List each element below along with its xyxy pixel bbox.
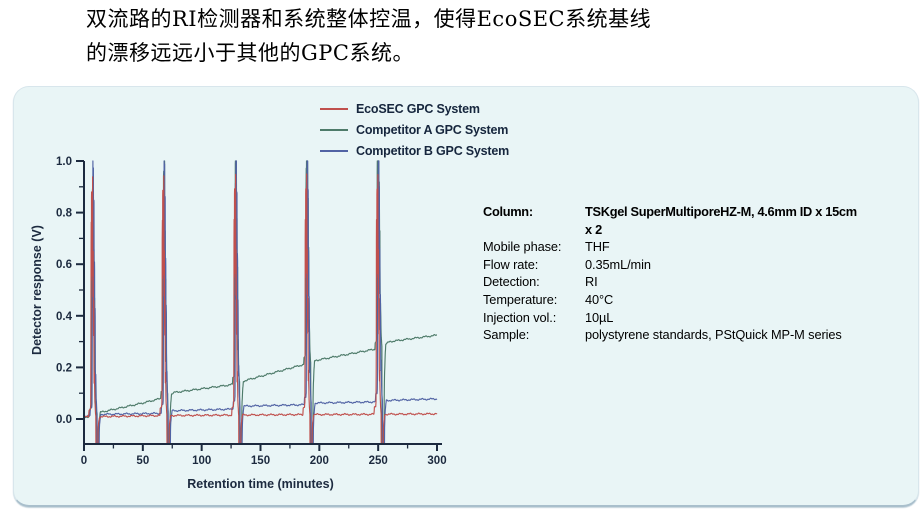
condition-label: Sample: bbox=[483, 327, 530, 343]
legend-line-swatch bbox=[320, 149, 348, 152]
condition-label: Column: bbox=[483, 204, 533, 219]
tick-label: 50 bbox=[136, 455, 149, 467]
condition-row: Column: TSKgel SuperMultiporeHZ-M, 4.6mm … bbox=[483, 203, 911, 238]
tick-label: 250 bbox=[369, 455, 388, 467]
chromatogram-plot: 0.0 0.2 0.4 0.6 0.8 1.0 0 50 100 150 200 250 300 Rete… bbox=[30, 156, 447, 491]
figure-panel: 0.0 0.2 0.4 0.6 0.8 1.0 0 50 100 150 200 250 300 Rete… bbox=[13, 86, 919, 507]
condition-row: Detection: RI bbox=[483, 273, 911, 291]
intro-line-1: 双流路的RI检测器和系统整体控温，使得EcoSEC系统基线 bbox=[86, 7, 652, 31]
condition-value: TSKgel SuperMultiporeHZ-M, 4.6mm ID x 15… bbox=[585, 204, 857, 237]
condition-value: THF bbox=[585, 239, 610, 255]
condition-label: Detection: bbox=[483, 274, 540, 290]
tick-label: 1.0 bbox=[56, 156, 72, 168]
series-trace bbox=[83, 160, 438, 445]
tick-label: 300 bbox=[427, 455, 446, 467]
condition-label: Temperature: bbox=[483, 291, 558, 307]
legend-label: Competitor B GPC System bbox=[356, 143, 510, 158]
condition-value: 40°C bbox=[585, 291, 614, 307]
x-axis-label: Retention time (minutes) bbox=[187, 477, 334, 491]
tick-label: 0.8 bbox=[56, 208, 73, 220]
y-axis-label: Detector response (V) bbox=[30, 225, 44, 355]
legend-line-swatch bbox=[320, 107, 348, 110]
tick-label: 0.6 bbox=[56, 259, 72, 271]
legend-item-ecosec: EcoSEC GPC System bbox=[320, 98, 509, 119]
chart-legend: EcoSEC GPC System Competitor A GPC Syste… bbox=[320, 98, 509, 161]
intro-text: 双流路的RI检测器和系统整体控温，使得EcoSEC系统基线 的漂移远远小于其他的… bbox=[86, 2, 651, 70]
condition-row: Sample: polystyrene standards, PStQuick M… bbox=[483, 326, 911, 344]
condition-label: Injection vol.: bbox=[483, 309, 557, 325]
tick-label: 150 bbox=[251, 455, 270, 467]
tick-label: 0 bbox=[81, 455, 87, 467]
conditions-table: Column: TSKgel SuperMultiporeHZ-M, 4.6mm … bbox=[483, 203, 911, 344]
condition-row: Mobile phase: THF bbox=[483, 238, 911, 256]
condition-label: Mobile phase: bbox=[483, 239, 562, 255]
tick-label: 0.4 bbox=[56, 311, 73, 323]
series-trace bbox=[83, 173, 438, 445]
tick-label: 0.2 bbox=[56, 362, 72, 374]
legend-label: EcoSEC GPC System bbox=[356, 101, 480, 116]
condition-value: polystyrene standards, PStQuick MP-M ser… bbox=[585, 327, 842, 343]
condition-row: Injection vol.: 10µL bbox=[483, 309, 911, 327]
legend-line-swatch bbox=[320, 128, 348, 131]
tick-label: 0.0 bbox=[56, 414, 72, 426]
legend-item-competitor-b: Competitor B GPC System bbox=[320, 140, 509, 161]
condition-value: 10µL bbox=[585, 309, 614, 325]
condition-row: Temperature: 40°C bbox=[483, 291, 911, 309]
condition-value: RI bbox=[585, 274, 598, 290]
legend-item-competitor-a: Competitor A GPC System bbox=[320, 119, 509, 140]
legend-label: Competitor A GPC System bbox=[356, 122, 509, 137]
tick-label: 100 bbox=[192, 455, 211, 467]
condition-row: Flow rate: 0.35mL/min bbox=[483, 256, 911, 274]
condition-label: Flow rate: bbox=[483, 256, 539, 272]
condition-value: 0.35mL/min bbox=[585, 256, 651, 272]
tick-label: 200 bbox=[310, 455, 329, 467]
intro-line-2: 的漂移远远小于其他的GPC系统。 bbox=[86, 41, 414, 65]
